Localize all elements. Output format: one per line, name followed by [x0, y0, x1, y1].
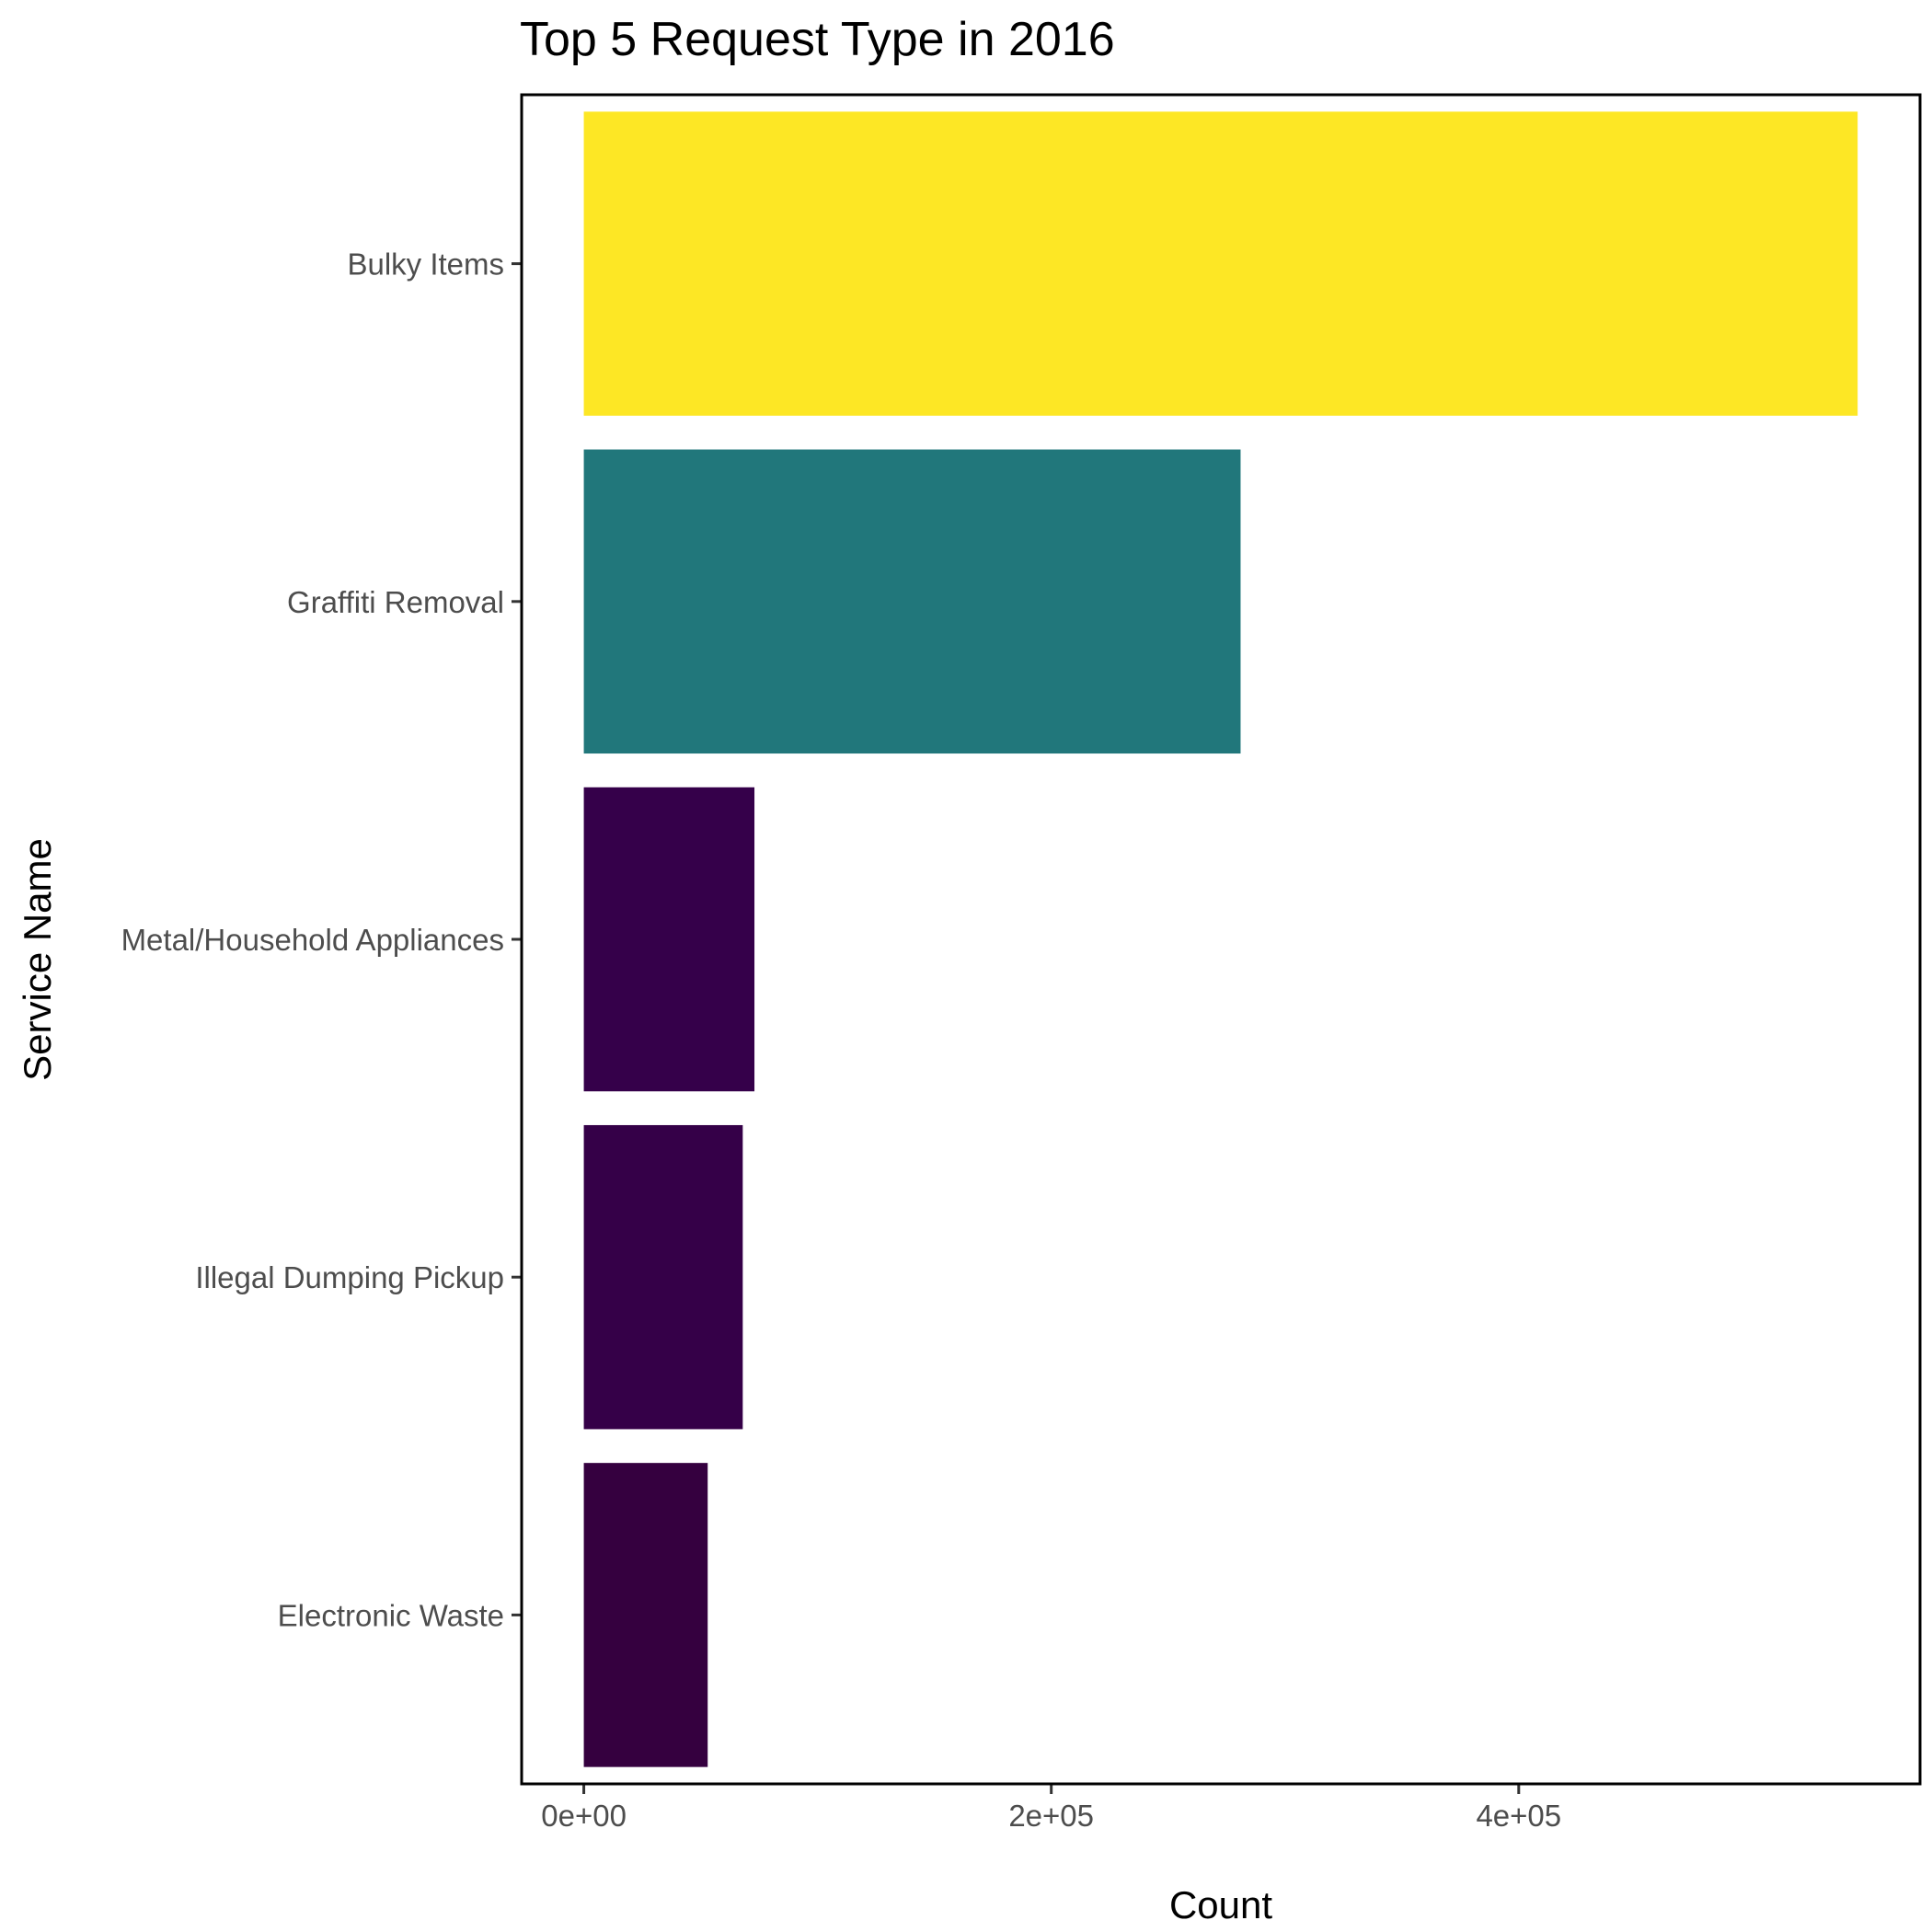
bar-illegal-dumping-pickup	[583, 1124, 743, 1430]
y-tick-label-metal-household-appliances: Metal/Household Appliances	[121, 923, 504, 957]
y-tick-label-illegal-dumping-pickup: Illegal Dumping Pickup	[195, 1260, 504, 1294]
x-axis: 0e+00 2e+05 4e+05	[541, 1784, 1561, 1833]
plot-panel-border	[520, 93, 1922, 1786]
x-tick-label-1: 2e+05	[1008, 1799, 1094, 1833]
x-axis-title: Count	[1169, 1883, 1272, 1926]
bar-metal-household-appliances	[583, 787, 755, 1092]
y-tick-label-graffiti-removal: Graffiti Removal	[287, 585, 504, 619]
bar-bulky-items	[583, 111, 1858, 416]
x-tick-label-0: 0e+00	[541, 1799, 627, 1833]
y-axis: Bulky Items Graffiti Removal Metal/Househo…	[121, 247, 522, 1632]
bar-electronic-waste	[583, 1463, 708, 1767]
bar-graffiti-removal	[583, 449, 1241, 754]
y-tick-label-bulky-items: Bulky Items	[347, 247, 504, 282]
y-axis-title: Service Name	[16, 838, 59, 1081]
y-tick-label-electronic-waste: Electronic Waste	[278, 1598, 504, 1632]
bars-group	[583, 111, 1858, 1767]
chart-title: Top 5 Request Type in 2016	[520, 13, 1115, 66]
x-tick-label-2: 4e+05	[1476, 1799, 1561, 1833]
